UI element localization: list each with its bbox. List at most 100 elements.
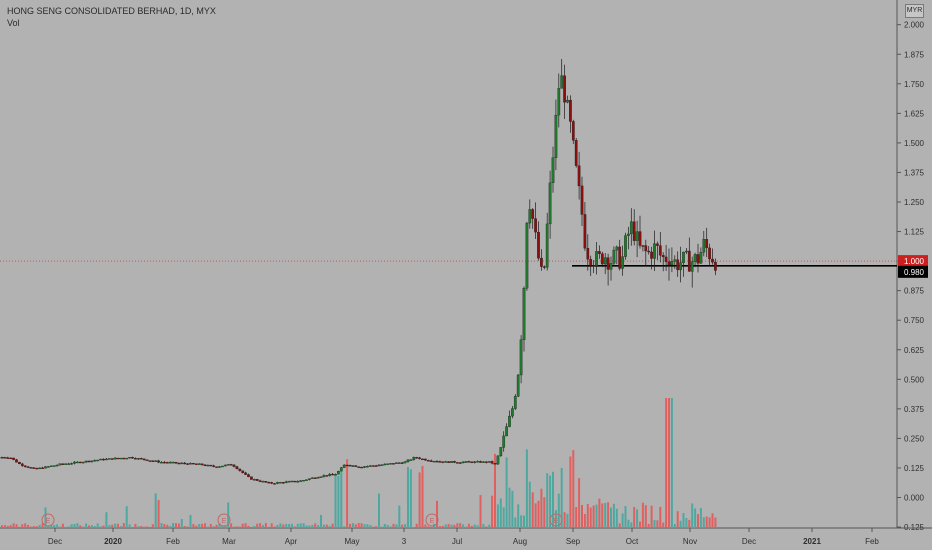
x-tick-label: 2021 xyxy=(803,537,821,546)
candle-body xyxy=(308,478,311,480)
volume-bar xyxy=(6,525,9,528)
candle-body xyxy=(38,467,42,470)
volume-bar xyxy=(119,526,122,528)
candle-body xyxy=(90,460,94,462)
candle-body xyxy=(641,245,645,247)
volume-bar xyxy=(325,524,328,528)
volume-bar xyxy=(224,525,227,528)
candle-body xyxy=(18,462,21,465)
volume-bar xyxy=(467,523,470,528)
horizontal-line-label: 0.980 xyxy=(898,265,928,278)
candle-body xyxy=(186,463,189,465)
candle-body xyxy=(20,463,24,466)
volume-bar xyxy=(154,493,157,528)
volume-bar xyxy=(282,524,285,528)
candle-body xyxy=(629,221,633,235)
volume-bar xyxy=(343,526,346,528)
volume-bar xyxy=(241,523,244,528)
candle-body xyxy=(99,458,102,461)
volume-bar xyxy=(578,478,581,528)
volume-bar xyxy=(262,525,264,528)
candle-body xyxy=(15,459,18,463)
volume-bar xyxy=(308,525,311,528)
candle-body xyxy=(345,464,349,467)
candle-body xyxy=(603,257,607,265)
candle-body xyxy=(192,462,195,465)
candle-body xyxy=(627,233,630,236)
candle-body xyxy=(212,465,216,467)
y-tick-label: 0.375 xyxy=(904,405,925,414)
volume-bar xyxy=(67,526,70,528)
candle-body xyxy=(528,209,532,224)
volume-bar xyxy=(35,526,38,528)
candle-body xyxy=(421,458,424,461)
candle-body xyxy=(171,461,175,464)
volume-bar xyxy=(618,523,621,528)
candle-body xyxy=(9,457,13,460)
volume-bar xyxy=(572,450,575,528)
volume-bar xyxy=(444,524,447,528)
candle-body xyxy=(424,458,427,461)
volume-bar xyxy=(328,525,331,528)
volume-bar xyxy=(198,524,201,528)
volume-bar xyxy=(459,523,462,528)
volume-bar xyxy=(583,513,586,528)
volume-bar xyxy=(233,526,235,528)
volume-bar xyxy=(47,526,50,528)
x-tick-label: May xyxy=(344,537,359,546)
candle-body xyxy=(540,257,543,267)
volume-bar xyxy=(30,526,32,528)
candle-body xyxy=(658,245,662,256)
earnings-marker xyxy=(217,513,231,527)
volume-bar xyxy=(711,513,714,528)
candle-body xyxy=(232,464,236,467)
volume-bar xyxy=(560,467,563,528)
volume-bar xyxy=(146,526,148,528)
candle-body xyxy=(531,209,535,219)
volume-bar xyxy=(592,505,595,528)
volume-bar xyxy=(125,506,128,528)
volume-bar xyxy=(206,526,209,528)
candle-body xyxy=(357,466,361,468)
volume-bar xyxy=(714,517,717,528)
candle-body xyxy=(679,262,682,271)
candle-body xyxy=(342,464,346,468)
currency-badge[interactable]: MYR xyxy=(905,4,924,18)
candle-body xyxy=(325,475,329,477)
candle-body xyxy=(244,472,247,475)
volume-bar xyxy=(415,523,418,528)
candle-body xyxy=(664,256,668,262)
candle-body xyxy=(209,464,213,467)
candle-body xyxy=(400,462,404,464)
candle-body xyxy=(273,483,276,485)
volume-bar xyxy=(285,523,288,528)
volume-bar xyxy=(543,497,546,528)
volume-bar xyxy=(76,523,79,528)
candle-body xyxy=(44,466,47,469)
volume-bar xyxy=(525,449,528,528)
candle-body xyxy=(223,464,227,467)
candle-body xyxy=(148,460,152,462)
candle-body xyxy=(435,460,439,463)
volume-bar xyxy=(383,523,386,528)
candle-body xyxy=(409,459,413,461)
y-tick-label: 0.500 xyxy=(904,375,925,384)
y-tick-label: 1.750 xyxy=(904,80,925,89)
volume-bar xyxy=(482,523,485,528)
candle-body xyxy=(203,464,207,467)
y-tick-label: 1.625 xyxy=(904,109,925,118)
candle-body xyxy=(386,463,390,465)
y-tick-label: 1.875 xyxy=(904,50,925,59)
volume-bar xyxy=(209,524,212,528)
candle-body xyxy=(151,460,155,462)
candle-body xyxy=(61,463,65,465)
volume-bar xyxy=(59,526,61,528)
candle-body xyxy=(319,476,323,478)
candle-body xyxy=(84,460,88,463)
candle-body xyxy=(102,458,105,461)
volume-bar xyxy=(50,525,53,528)
candle-body xyxy=(470,461,474,463)
volume-bar xyxy=(317,525,320,528)
